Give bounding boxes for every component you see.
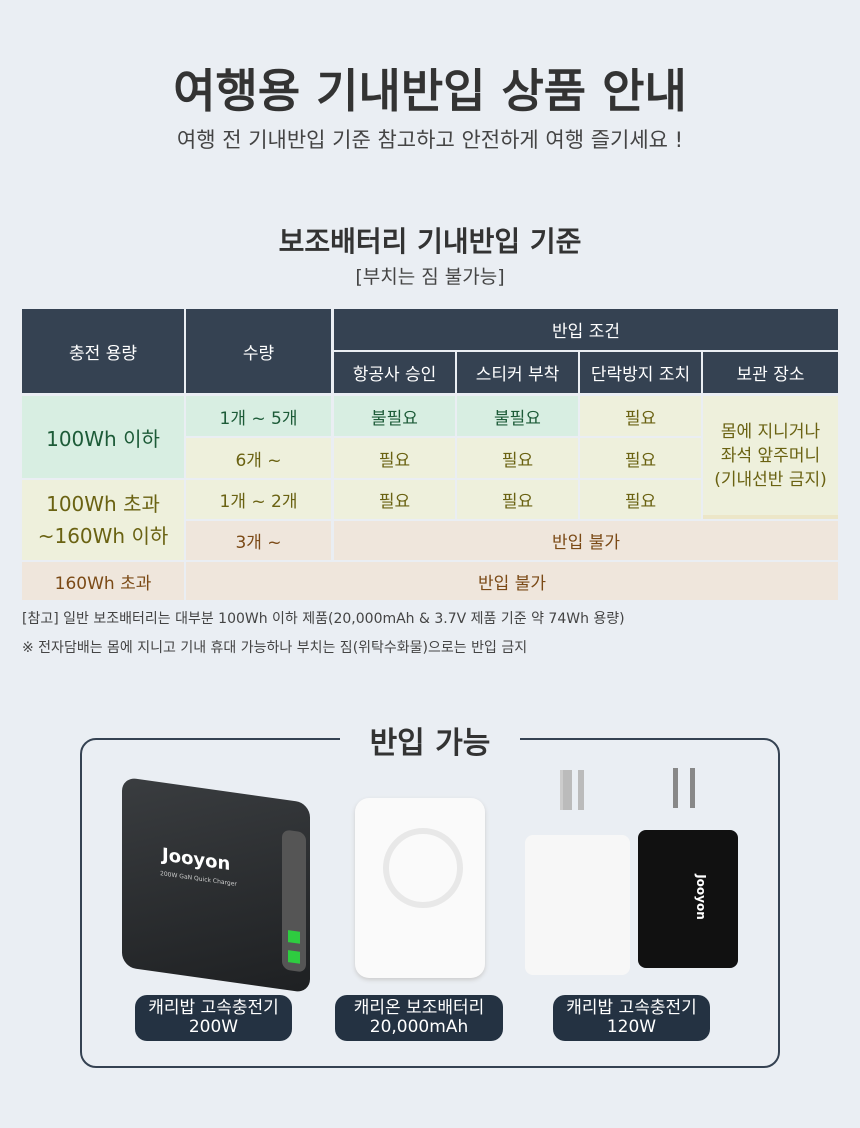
capacity-over-160wh: 160Wh 초과 xyxy=(22,562,184,600)
row3-quantity: 1개 ~ 2개 xyxy=(186,480,331,519)
header-quantity: 수량 xyxy=(186,309,331,393)
battery-subtitle: [부치는 짐 불가능] xyxy=(355,266,505,288)
row5-not-allowed: 반입 불가 xyxy=(186,562,838,600)
capacity-100wh: 100Wh 이하 xyxy=(22,396,184,478)
power-bank-image xyxy=(355,798,485,978)
row4-quantity: 3개 ~ xyxy=(186,521,331,560)
charger-120w-white-image xyxy=(525,835,630,975)
storage-location: 몸에 지니거나 좌석 앞주머니 (기내선반 금지) xyxy=(703,396,838,519)
charger-200w-image: Jooyon 200W GaN Quick Charger xyxy=(122,776,310,994)
plug-pin xyxy=(673,768,678,808)
ports xyxy=(282,829,306,973)
header-conditions: 반입 조건 xyxy=(334,309,838,350)
allowed-title: 반입 가능 xyxy=(340,718,520,762)
plug-pin xyxy=(578,770,584,810)
product-label-1: 캐리밥 고속충전기 200W xyxy=(135,995,292,1041)
capacity-100-160wh: 100Wh 초과 ~160Wh 이하 xyxy=(22,480,184,560)
plug-pin xyxy=(690,768,695,808)
page-title: 여행용 기내반입 상품 안내 xyxy=(173,64,687,118)
row1-quantity: 1개 ~ 5개 xyxy=(186,396,331,436)
row4-not-allowed: 반입 불가 xyxy=(334,521,838,560)
header-sticker: 스티커 부착 xyxy=(457,352,578,393)
row3-short: 필요 xyxy=(580,480,701,519)
row3-sticker: 필요 xyxy=(457,480,578,519)
plug-pin xyxy=(560,770,572,810)
page-subtitle: 여행 전 기내반입 기준 참고하고 안전하게 여행 즐기세요 ! xyxy=(176,128,684,152)
note-reference: [참고] 일반 보조배터리는 대부분 100Wh 이하 제품(20,000mAh… xyxy=(22,611,625,627)
product-name: 캐리밥 고속충전기 xyxy=(566,998,697,1018)
row2-approval: 필요 xyxy=(334,438,455,478)
row2-quantity: 6개 ~ xyxy=(186,438,331,478)
product-label-3: 캐리밥 고속충전기 120W xyxy=(553,995,710,1041)
logo: Jooyon xyxy=(693,874,708,920)
product-name: 캐리온 보조배터리 xyxy=(353,998,485,1018)
header-storage: 보관 장소 xyxy=(703,352,838,393)
header-short-circuit: 단락방지 조치 xyxy=(580,352,701,393)
row1-sticker: 불필요 xyxy=(457,396,578,436)
note-e-cigarette: ※ 전자담배는 몸에 지니고 기내 휴대 가능하나 부치는 짐(위탁수화물)으로… xyxy=(22,640,528,656)
logo: Jooyon xyxy=(162,844,231,876)
product-spec: 120W xyxy=(606,1017,657,1037)
header-capacity: 충전 용량 xyxy=(22,309,184,393)
product-name: 캐리밥 고속충전기 xyxy=(148,998,279,1018)
product-spec: 20,000mAh xyxy=(369,1017,469,1037)
charger-120w-black-image: Jooyon xyxy=(638,830,738,968)
row3-approval: 필요 xyxy=(334,480,455,519)
row1-approval: 불필요 xyxy=(334,396,455,436)
product-spec: 200W xyxy=(188,1017,239,1037)
row2-sticker: 필요 xyxy=(457,438,578,478)
row2-short: 필요 xyxy=(580,438,701,478)
battery-title: 보조배터리 기내반입 기준 xyxy=(278,225,582,258)
header-approval: 항공사 승인 xyxy=(334,352,455,393)
row1-short: 필요 xyxy=(580,396,701,436)
product-label-2: 캐리온 보조배터리 20,000mAh xyxy=(335,995,503,1041)
